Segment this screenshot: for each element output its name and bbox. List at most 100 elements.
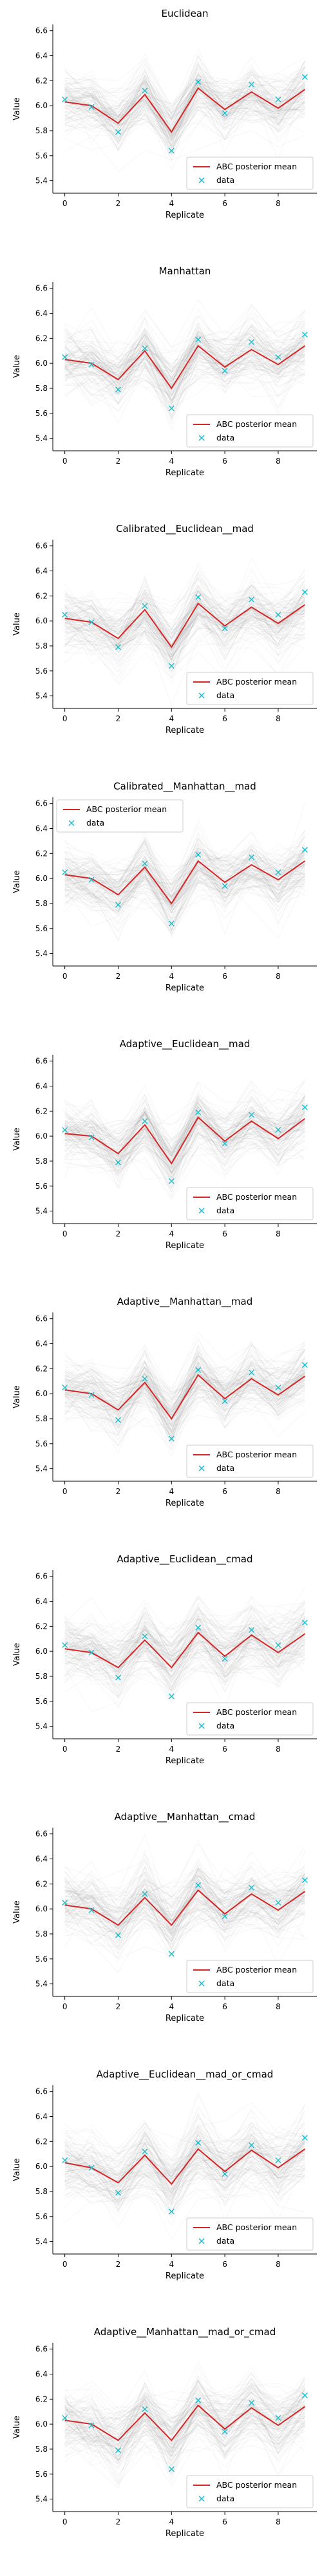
trajectory-line (64, 1097, 305, 1150)
trajectory-line (64, 2382, 305, 2451)
trajectory-line (64, 1631, 305, 1689)
trajectory-line (64, 1611, 305, 1652)
trajectory-line (64, 316, 305, 406)
trajectory-line (64, 324, 305, 395)
trajectory-line (64, 1366, 305, 1419)
trajectory-line (64, 1095, 305, 1163)
chart-title: Adaptive__Euclidean__cmad (117, 1553, 253, 1566)
trajectory-line (64, 601, 305, 679)
trajectory-line (64, 1630, 305, 1709)
trajectory-line (64, 2388, 305, 2426)
trajectory-line (64, 601, 305, 660)
trajectory-line (64, 83, 305, 145)
trajectory-line (64, 2130, 305, 2188)
trajectory-line (64, 1110, 305, 1177)
data-point (168, 1178, 175, 1184)
data-point (168, 405, 175, 412)
trajectory-line (64, 2142, 305, 2190)
trajectory-line (64, 81, 305, 149)
trajectory-line (64, 624, 305, 686)
trajectory-line (64, 1344, 305, 1392)
trajectory-line (64, 590, 305, 632)
trajectory-line (64, 73, 305, 127)
trajectory-line (64, 1887, 305, 1938)
y-axis-label: Value (12, 1385, 22, 1408)
trajectory-line (64, 1866, 305, 1922)
trajectory-line (64, 2157, 305, 2204)
trajectory-line (64, 1887, 305, 1944)
legend-frame (186, 156, 314, 190)
trajectory-line (64, 1885, 305, 1937)
trajectory-line (64, 1628, 305, 1677)
y-tick-label: 6.0 (35, 2420, 48, 2429)
data-point (249, 81, 255, 88)
trajectory-line (64, 338, 305, 397)
trajectory-line (64, 866, 305, 908)
trajectory-line (64, 1638, 305, 1683)
legend-marker-swatch (198, 1465, 205, 1472)
trajectory-line (64, 1094, 305, 1175)
trajectory-line (64, 80, 305, 149)
trajectory-line (64, 63, 305, 124)
trajectory-line (64, 1881, 305, 1935)
trajectory-line (64, 1368, 305, 1415)
legend: ABC posterior mean data (186, 2475, 314, 2508)
trajectory-line (64, 860, 305, 913)
trajectory-line (64, 2143, 305, 2185)
data-point (222, 2429, 228, 2435)
trajectory-line (64, 1376, 305, 1428)
chart-panel: Euclidean 5.4 5.6 5.8 6.0 6.2 6.4 6.6 0 2 4 6 8 Repli… (12, 8, 317, 220)
trajectory-line (64, 1367, 305, 1428)
trajectory-line (64, 855, 305, 910)
x-tick-label: 0 (62, 199, 68, 208)
trajectory-line (64, 66, 305, 135)
x-tick-label: 6 (222, 2517, 227, 2526)
trajectory-line (64, 2404, 305, 2465)
trajectory-line (64, 1119, 305, 1173)
trajectory-line (64, 1372, 305, 1440)
trajectory-line (64, 603, 305, 671)
trajectory-line (64, 1602, 305, 1662)
trajectory-line (64, 80, 305, 140)
trajectory-line (64, 1365, 305, 1441)
trajectory-line (64, 597, 305, 668)
trajectory-line (64, 73, 305, 115)
trajectory-line (64, 82, 305, 122)
trajectory-line (64, 1376, 305, 1425)
trajectory-line (64, 359, 305, 424)
trajectory-line (64, 2164, 305, 2219)
trajectory-line (64, 322, 305, 401)
trajectory-line (64, 53, 305, 113)
trajectory-line (64, 351, 305, 398)
trajectory-line (64, 2132, 305, 2195)
trajectory-line (64, 1099, 305, 1162)
x-tick-label: 2 (116, 2002, 121, 2011)
trajectory-line (64, 2121, 305, 2171)
trajectory-line (64, 1365, 305, 1426)
trajectory-line (64, 2157, 305, 2204)
trajectory-line (64, 2394, 305, 2454)
trajectory-line (64, 1600, 305, 1683)
trajectory-line (64, 848, 305, 905)
trajectory-line (64, 2114, 305, 2166)
trajectory-line (64, 842, 305, 914)
trajectory-line (64, 1620, 305, 1676)
trajectory-line (64, 851, 305, 931)
trajectory-line (64, 1096, 305, 1189)
trajectory-line (64, 2392, 305, 2446)
trajectory-line (64, 2130, 305, 2183)
trajectory-line (64, 851, 305, 898)
trajectory-line (64, 1354, 305, 1401)
x-tick-label: 0 (62, 972, 68, 981)
trajectory-line (64, 851, 305, 938)
legend: ABC posterior mean data (186, 672, 314, 705)
trajectory-line (64, 66, 305, 147)
trajectory-line (64, 58, 305, 108)
trajectory-line (64, 2139, 305, 2202)
trajectory-line (64, 2130, 305, 2217)
y-tick-label: 6.4 (35, 824, 48, 833)
trajectory-line (64, 872, 305, 936)
x-tick-label: 4 (169, 199, 174, 208)
trajectory-line (64, 858, 305, 912)
trajectory-line (64, 863, 305, 905)
